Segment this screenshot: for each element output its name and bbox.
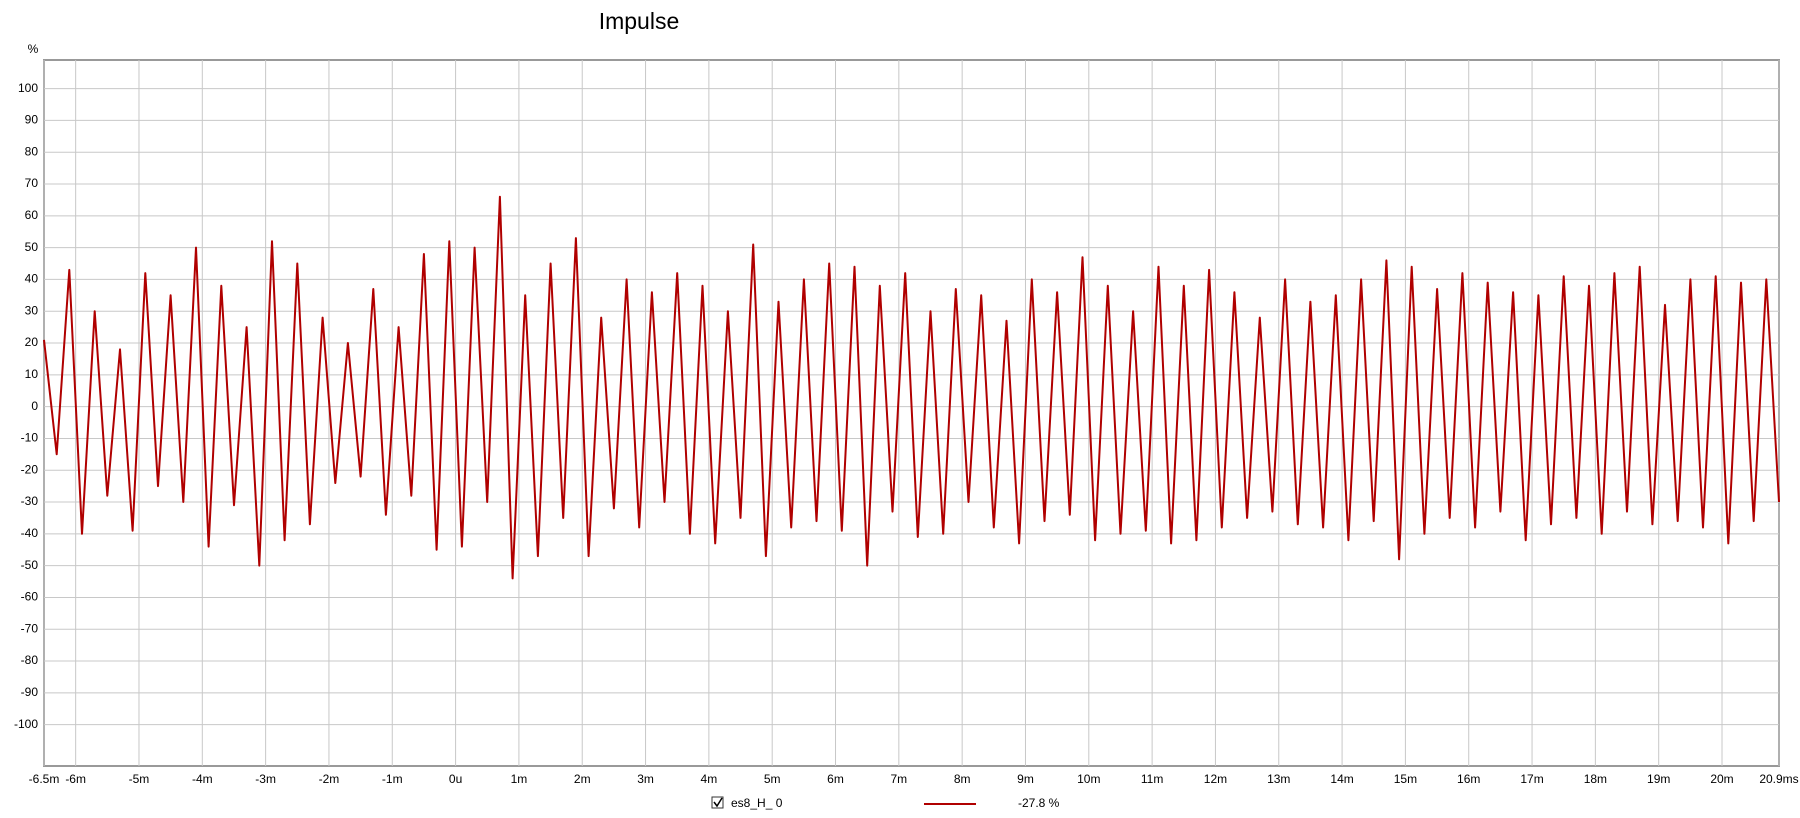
x-tick-label: -2m — [319, 772, 340, 786]
x-tick-label: 2m — [574, 772, 591, 786]
y-tick-label: 20 — [25, 335, 39, 349]
x-tick-label: 13m — [1267, 772, 1290, 786]
y-tick-label: -70 — [21, 621, 39, 635]
x-tick-label: -4m — [192, 772, 213, 786]
x-tick-label: 9m — [1017, 772, 1034, 786]
x-tick-label: -1m — [382, 772, 403, 786]
legend: es8_H_ 0 -27.8 % — [711, 796, 1060, 810]
y-tick-label: 70 — [25, 176, 39, 190]
y-tick-label: 90 — [25, 113, 39, 127]
x-tick-label: 15m — [1394, 772, 1417, 786]
x-tick-label: 8m — [954, 772, 971, 786]
y-tick-label: -80 — [21, 653, 39, 667]
y-tick-label: 0 — [31, 399, 38, 413]
y-tick-label: -90 — [21, 685, 39, 699]
y-tick-label: -10 — [21, 431, 39, 445]
legend-checkbox[interactable] — [711, 796, 724, 809]
y-tick-label: 10 — [25, 367, 39, 381]
y-tick-label: 100 — [18, 81, 38, 95]
x-tick-label: 0u — [449, 772, 462, 786]
x-tick-label: 16m — [1457, 772, 1480, 786]
series-line — [43, 195, 1780, 580]
y-tick-label: -20 — [21, 462, 39, 476]
x-tick-label: 20m — [1710, 772, 1733, 786]
y-tick-label: -30 — [21, 494, 39, 508]
x-tick-label: 18m — [1584, 772, 1607, 786]
x-tick-label: 5m — [764, 772, 781, 786]
y-tick-label: -50 — [21, 558, 39, 572]
x-tick-label: 11m — [1141, 772, 1163, 786]
x-tick-label: -6.5m — [29, 772, 60, 786]
x-tick-label: 12m — [1204, 772, 1227, 786]
y-tick-label: 40 — [25, 272, 39, 286]
x-tick-label: 17m — [1520, 772, 1543, 786]
y-tick-label: 80 — [25, 144, 39, 158]
check-mark — [713, 797, 723, 808]
y-tick-label: -60 — [21, 590, 39, 604]
x-tick-label: 19m — [1647, 772, 1670, 786]
x-tick-label: 4m — [701, 772, 718, 786]
y-tick-label: 60 — [25, 208, 39, 222]
x-tick-label: 10m — [1077, 772, 1100, 786]
x-tick-label: 6m — [827, 772, 844, 786]
x-tick-label: 14m — [1330, 772, 1353, 786]
x-tick-label: 7m — [890, 772, 907, 786]
x-tick-label: 3m — [637, 772, 654, 786]
y-axis-label: % — [28, 42, 39, 56]
x-tick-label: -6m — [65, 772, 86, 786]
y-tick-label: -40 — [21, 526, 39, 540]
x-tick-label: -3m — [255, 772, 276, 786]
marks — [43, 195, 1780, 580]
y-tick-label: 50 — [25, 240, 39, 254]
y-tick-label: -100 — [14, 717, 38, 731]
y-tick-label: 30 — [25, 303, 39, 317]
legend-value: -27.8 % — [1018, 796, 1060, 810]
legend-label: es8_H_ 0 — [731, 796, 783, 810]
chart-title: Impulse — [599, 8, 680, 34]
x-tick-label: 1m — [511, 772, 528, 786]
x-tick-label: -5m — [129, 772, 150, 786]
x-tick-label: 20.9ms — [1759, 772, 1798, 786]
